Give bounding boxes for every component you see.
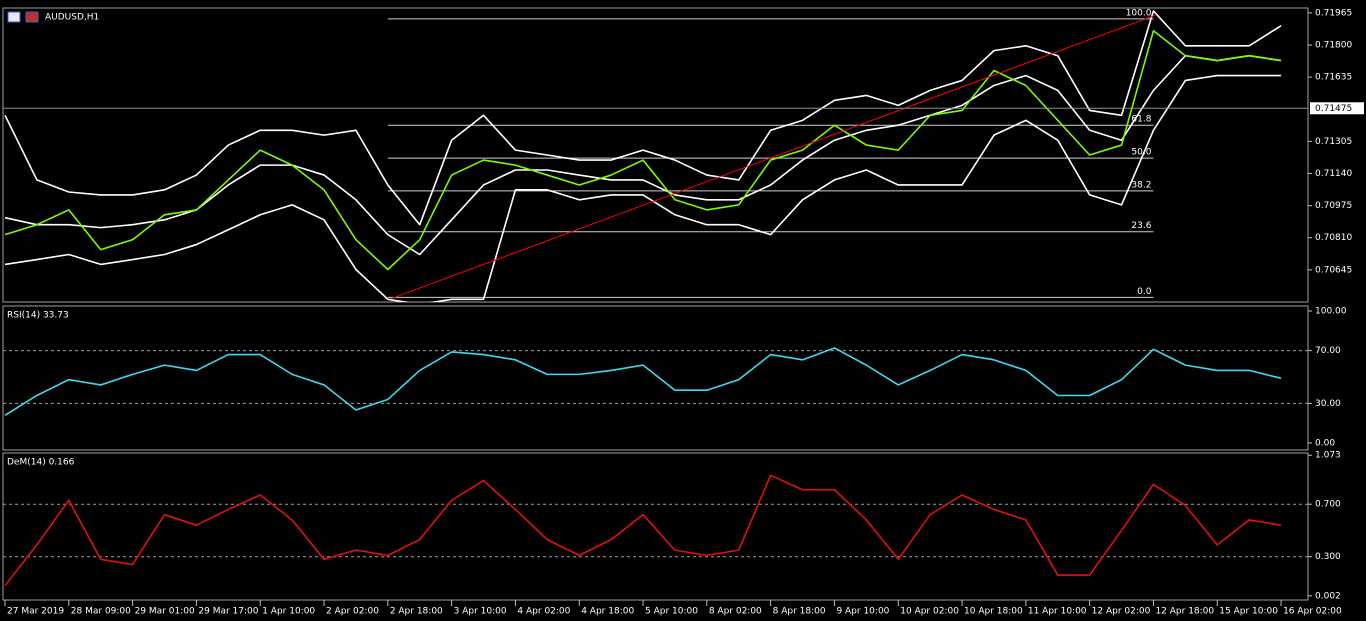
x-tick-label: 27 Mar 2019	[7, 607, 64, 617]
x-tick-label: 8 Apr 02:00	[709, 607, 762, 617]
series-line	[4, 474, 1282, 587]
fib-label: 61.8	[1131, 115, 1151, 125]
y-tick-label: 30.00	[1315, 399, 1341, 409]
y-tick-label: 0.300	[1315, 552, 1341, 562]
x-tick-label: 10 Apr 18:00	[964, 607, 1023, 617]
fib-label: 38.2	[1131, 180, 1151, 190]
y-tick-label: 0.00	[1315, 439, 1335, 449]
series-line	[4, 54, 1282, 256]
y-tick-label: 0.70810	[1315, 233, 1352, 243]
plot	[3, 347, 1308, 416]
series-line	[4, 74, 1282, 302]
x-tick-label: 8 Apr 18:00	[773, 607, 826, 617]
current-price-label: 0.71475	[1315, 104, 1352, 114]
panel-title: RSI(14) 33.73	[7, 311, 69, 321]
panel-frame	[2, 452, 1309, 601]
y-tick-label: 0.70645	[1315, 265, 1352, 275]
y-tick-label: 0.70975	[1315, 201, 1352, 211]
y-tick-label: 0.002	[1315, 591, 1341, 601]
x-tick-label: 29 Mar 17:00	[198, 607, 258, 617]
y-tick-label: 0.71140	[1315, 169, 1352, 179]
x-tick-label: 4 Apr 02:00	[517, 607, 570, 617]
fib-label: 0.0	[1137, 287, 1152, 297]
x-tick-label: 15 Apr 10:00	[1219, 607, 1278, 617]
y-tick-label: 0.71305	[1315, 137, 1352, 147]
x-tick-label: 12 Apr 18:00	[1155, 607, 1214, 617]
x-tick-label: 29 Mar 01:00	[135, 607, 195, 617]
trendline	[390, 14, 1157, 300]
plot: 100.0 61.8 50.0 38.2 23.6 0.0	[4, 8, 1282, 302]
x-tick-label: 12 Apr 02:00	[1092, 607, 1151, 617]
icon	[7, 11, 21, 23]
panel-title: DeM(14) 0.166	[7, 458, 75, 468]
y-tick-label: 1.073	[1315, 451, 1341, 461]
series-line	[4, 10, 1282, 226]
current-price-box	[1310, 102, 1364, 115]
y-tick-label: 0.71635	[1315, 73, 1352, 83]
x-tick-label: 4 Apr 18:00	[581, 607, 634, 617]
x-tick-label: 28 Mar 09:00	[71, 607, 131, 617]
fib-label: 23.6	[1131, 221, 1151, 231]
x-tick-label: 16 Apr 02:00	[1283, 607, 1342, 617]
x-tick-label: 2 Apr 02:00	[326, 607, 379, 617]
panel-title: AUDUSD,H1	[45, 13, 99, 23]
icon	[25, 11, 39, 23]
plot	[3, 474, 1308, 587]
panel-frame	[2, 7, 1309, 303]
y-tick-label: 0.700	[1315, 500, 1341, 510]
x-tick-label: 11 Apr 10:00	[1028, 607, 1087, 617]
y-tick-label: 0.71965	[1315, 8, 1352, 18]
panel-frame	[2, 305, 1309, 451]
x-tick-label: 10 Apr 02:00	[900, 607, 959, 617]
x-tick-label: 1 Apr 10:00	[262, 607, 315, 617]
x-tick-label: 2 Apr 18:00	[390, 607, 443, 617]
x-tick-label: 5 Apr 10:00	[645, 607, 698, 617]
x-tick-label: 9 Apr 10:00	[836, 607, 889, 617]
fib-label: 50.0	[1131, 148, 1151, 158]
y-tick-label: 100.00	[1315, 307, 1347, 317]
y-tick-label: 70.00	[1315, 346, 1341, 356]
fib-label: 100.0	[1126, 8, 1152, 18]
series-line	[4, 347, 1282, 416]
series-line	[4, 29, 1282, 271]
y-tick-label: 0.71800	[1315, 40, 1352, 50]
x-tick-label: 3 Apr 10:00	[454, 607, 507, 617]
